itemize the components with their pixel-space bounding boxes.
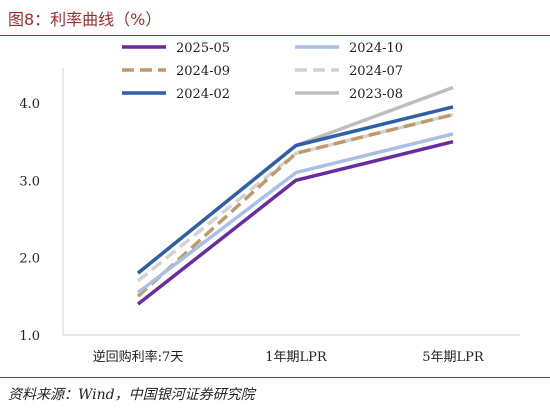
footer-divider xyxy=(0,377,550,378)
title-divider xyxy=(0,35,550,36)
line-chart: 1.0 2.0 3.0 4.0 逆回购利率:7天 1年期LPR 5年期LPR 2025-0… xyxy=(19,41,520,365)
x-tick-label: 逆回购利率:7天 xyxy=(93,349,184,365)
y-tick-label: 3.0 xyxy=(19,174,40,189)
source-note: 资料来源：Wind，中国银河证券研究院 xyxy=(8,387,255,403)
series-line-2024-10 xyxy=(136,132,454,294)
chart-title: 图8：利率曲线（%） xyxy=(8,10,162,29)
legend-label: 2024-09 xyxy=(176,64,230,79)
series-line-2024-07 xyxy=(136,112,454,283)
legend-label: 2024-07 xyxy=(349,64,403,79)
series-line-2024-02 xyxy=(136,105,454,275)
y-tick-label: 1.0 xyxy=(19,329,40,344)
x-tick-label: 5年期LPR xyxy=(422,350,485,365)
legend-label: 2024-02 xyxy=(176,87,230,102)
x-tick-label: 1年期LPR xyxy=(265,350,328,365)
series-line-2025-05 xyxy=(136,140,454,306)
y-tick-label: 2.0 xyxy=(19,252,40,267)
y-tick-label: 4.0 xyxy=(19,97,40,112)
legend-label: 2025-05 xyxy=(176,41,230,56)
legend-label: 2023-08 xyxy=(349,87,403,102)
legend-label: 2024-10 xyxy=(349,41,403,56)
